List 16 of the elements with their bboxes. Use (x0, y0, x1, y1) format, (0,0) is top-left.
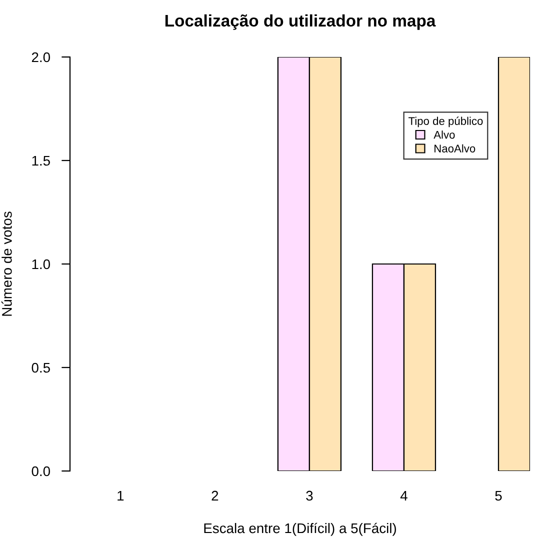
x-tick-label: 4 (400, 490, 408, 501)
x-tick-label: 1 (118, 490, 124, 501)
y-axis-title: Número de votos (1, 212, 12, 316)
y-tick-label: 1.5 (32, 156, 50, 166)
y-tick-label: 2.0 (32, 52, 50, 62)
x-tick-label: 5 (495, 490, 502, 501)
legend-label: Alvo (434, 130, 455, 139)
y-tick-label: 0.0 (32, 466, 50, 476)
x-tick-label: 2 (212, 490, 218, 501)
x-tick-label: 3 (306, 490, 313, 501)
y-tick-label: 0.5 (32, 362, 50, 373)
y-tick-label: 1.0 (32, 259, 50, 270)
legend-title: Tipo de público (408, 116, 483, 128)
legend-label: NaoAlvo (434, 144, 476, 152)
chart-title: Localização do utilizador no mapa (165, 14, 436, 30)
x-axis-title: Escala entre 1(Difícil) a 5(Fácil) (204, 522, 396, 536)
